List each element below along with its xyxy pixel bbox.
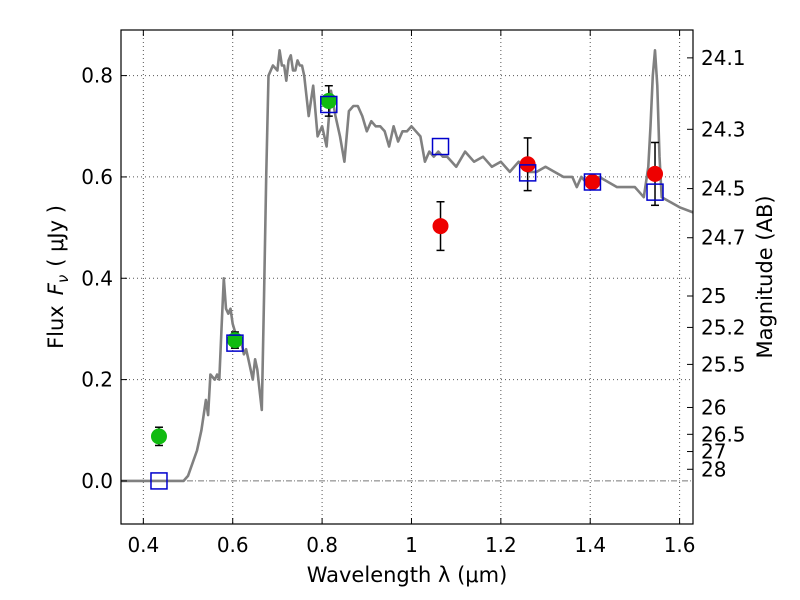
right-tick-label: 24.3 [701,117,746,141]
ticks: 0.4 0.6 0.8 1 1.2 1.4 1.6 0.0 0.2 0.4 0.6 0.8 24.1 24… [81,30,746,557]
series-layer [121,48,694,490]
y-tick-label: 0.6 [81,165,113,189]
right-tick-label: 25.2 [701,315,746,339]
right-tick-label: 25 [701,284,726,308]
red-data-point [647,165,664,182]
model-square-marker [320,95,338,114]
y-axis-label-symbol: F [44,282,68,295]
red-data-point [584,174,601,190]
right-tick-label: 26.5 [701,422,746,446]
y-tick-label: 0.2 [81,368,113,392]
x-tick-label: 1.6 [664,533,696,557]
right-tick-label: 27 [701,440,726,464]
right-tick-label: 26 [701,395,726,419]
right-axis-label: Magnitude (AB) [753,195,777,358]
y-axis-label: Flux Fν ( μJy ) [44,205,72,349]
x-tick-label: 1.4 [574,533,606,557]
right-tick-label: 24.7 [701,226,746,250]
right-tick-label: 24.1 [701,46,746,70]
model-square-marker [518,164,537,182]
model-square-marker [646,183,664,201]
x-tick-label: 0.4 [127,533,159,557]
plot-frame [120,29,694,525]
y-axis-label-flux: Flux [44,305,68,349]
y-axis-label-unit: ( μJy ) [44,205,68,267]
x-tick-label: 0.8 [306,533,338,557]
y-tick-label: 0.8 [81,64,113,88]
model-square-marker [150,472,168,490]
green-data-point [320,92,337,109]
green-data-point [150,428,167,445]
x-axis-label: Wavelength λ (μm) [307,563,508,587]
model-square-marker [431,137,450,156]
x-tick-label: 1 [405,533,418,557]
plot-area [121,30,693,524]
model-square-marker [226,334,244,352]
model-spectrum-line [121,48,694,483]
right-tick-label: 25.5 [701,352,746,376]
y-tick-label: 0.0 [81,469,113,493]
right-tick-label: 24.5 [701,177,746,201]
y-tick-label: 0.4 [81,266,113,290]
red-data-point [432,218,449,235]
y-axis-label-subscript: ν [54,275,72,283]
x-tick-label: 0.6 [217,533,249,557]
right-tick-label: 28 [701,457,726,481]
x-tick-label: 1.2 [485,533,517,557]
model-square-marker [583,173,602,191]
